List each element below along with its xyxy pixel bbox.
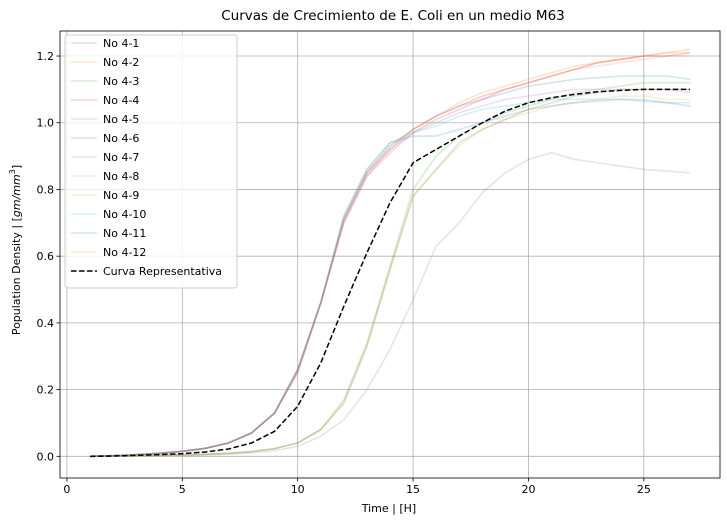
- legend-label: No 4-12: [103, 246, 146, 259]
- y-tick-label: 1.0: [37, 117, 55, 130]
- x-axis-ticks: 0 5 10 15 20 25: [63, 478, 651, 496]
- series-line-13: [89, 88, 690, 458]
- legend-label: No 4-5: [103, 113, 139, 126]
- y-axis-label-suffix: ]: [10, 165, 23, 169]
- y-axis-label-unit: gm/mm: [10, 174, 23, 217]
- x-tick-label: 5: [179, 483, 186, 496]
- legend-label: No 4-10: [103, 208, 146, 221]
- series-line-11: [89, 98, 691, 458]
- legend-label: No 4-4: [103, 94, 139, 107]
- legend-label: No 4-8: [103, 170, 139, 183]
- chart-title: Curvas de Crecimiento de E. Coli en un m…: [221, 8, 565, 24]
- legend-label: Curva Representativa: [103, 265, 222, 278]
- legend-box: [64, 34, 238, 289]
- legend-label: No 4-6: [103, 132, 139, 145]
- y-axis-label-exponent: 3: [8, 169, 17, 174]
- x-tick-label: 0: [63, 483, 70, 496]
- plot-frame: [59, 30, 721, 479]
- y-axis-label-prefix: Population Density | [: [10, 217, 23, 335]
- legend-label: No 4-3: [103, 75, 139, 88]
- x-tick-label: 20: [521, 483, 535, 496]
- legend: No 4-1 No 4-2 No 4-3 No 4-4 No 4-5 No 4-6 No 4…: [64, 34, 238, 289]
- series-line-5: [89, 88, 691, 458]
- legend-label: No 4-7: [103, 151, 139, 164]
- x-tick-label: 15: [406, 483, 420, 496]
- series-layer: [89, 48, 691, 458]
- y-axis-label: Population Density | [gm/mm3]: [8, 165, 23, 335]
- y-tick-label: 0.8: [37, 183, 55, 196]
- x-tick-label: 25: [637, 483, 651, 496]
- legend-label: No 4-11: [103, 227, 146, 240]
- series-line-2: [89, 48, 691, 458]
- y-tick-label: 0.6: [37, 250, 55, 263]
- series-line-8: [89, 55, 690, 458]
- series-line-7: [90, 151, 691, 458]
- legend-label: No 4-9: [103, 189, 139, 202]
- series-line-4: [89, 51, 691, 458]
- y-tick-label: 1.2: [37, 50, 55, 63]
- x-axis-label: Time | [H]: [361, 502, 416, 515]
- series-line-10: [89, 98, 690, 458]
- series-line-9: [89, 95, 690, 458]
- y-tick-label: 0.0: [37, 450, 55, 463]
- series-line-6: [89, 88, 690, 458]
- x-tick-label: 10: [291, 483, 305, 496]
- series-line-12: [89, 51, 690, 458]
- y-axis-ticks: 0.0 0.2 0.4 0.6 0.8 1.0 1.2: [37, 50, 60, 463]
- series-line-1: [89, 75, 691, 458]
- y-tick-label: 0.4: [37, 317, 55, 330]
- legend-label: No 4-2: [103, 56, 139, 69]
- legend-label: No 4-1: [103, 37, 139, 50]
- y-tick-label: 0.2: [37, 384, 55, 397]
- series-line-3: [89, 81, 690, 458]
